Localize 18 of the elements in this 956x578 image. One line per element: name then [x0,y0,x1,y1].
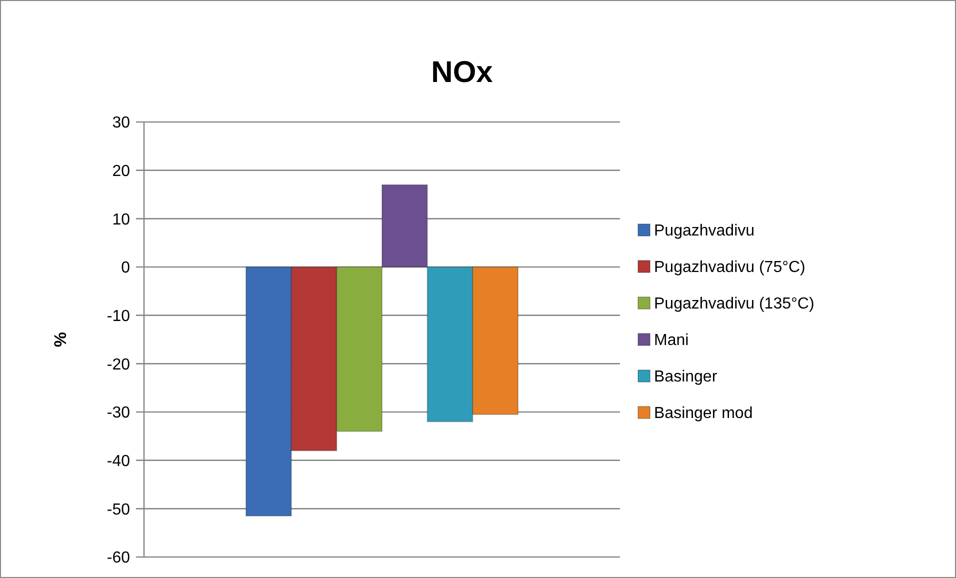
y-tick-label: 20 [112,162,130,180]
y-tick-label: 0 [121,260,130,277]
legend-label: Pugazhvadivu [654,222,755,240]
y-tick-label: -20 [106,356,130,374]
legend-label: Pugazhvadivu (75°C) [654,259,806,276]
legend-label: Basinger [654,368,718,386]
y-tick-label: 30 [112,114,130,132]
legend-label: Basinger mod [654,405,753,422]
y-axis-title: % [51,332,70,348]
y-tick-label: -10 [106,308,130,325]
legend-label: Mani [654,332,689,350]
y-tick-label: 10 [112,211,130,228]
y-tick-label: -60 [106,550,130,567]
y-tick-label: -30 [106,404,130,422]
legend-label: Pugazhvadivu (135°C) [654,296,814,313]
chart-title: NOx [431,56,494,89]
y-tick-label: -40 [106,452,130,470]
y-tick-label: -50 [106,501,130,518]
